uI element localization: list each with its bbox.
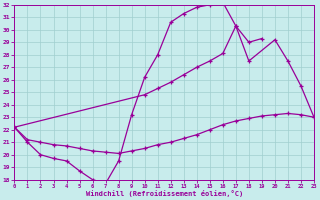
- X-axis label: Windchill (Refroidissement éolien,°C): Windchill (Refroidissement éolien,°C): [85, 190, 243, 197]
